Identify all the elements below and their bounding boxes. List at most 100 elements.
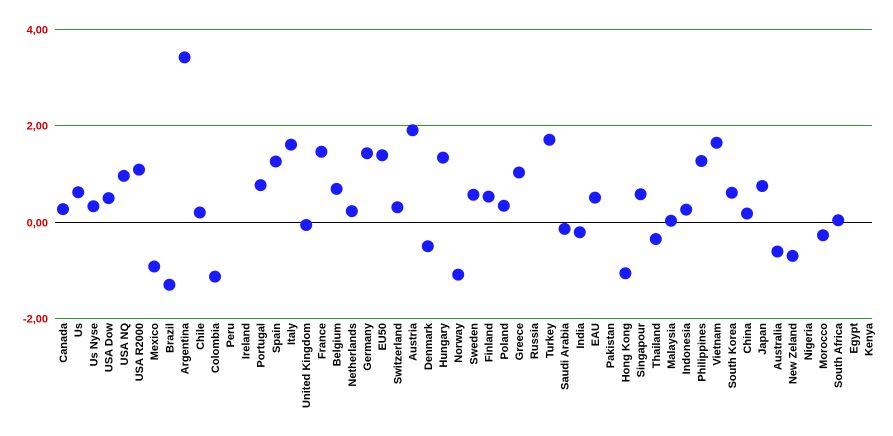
x-tick-label: South Africa — [833, 322, 845, 388]
x-tick-label: Nigeria — [803, 322, 815, 360]
x-tick-label: Portugal — [256, 323, 268, 368]
data-point — [482, 190, 495, 203]
data-point — [330, 182, 343, 195]
x-tick-label: Austria — [408, 322, 420, 361]
data-point — [725, 186, 738, 199]
data-point — [391, 201, 404, 214]
data-point — [437, 151, 449, 164]
grid-lines — [55, 29, 872, 319]
x-tick-label: Hungary — [438, 322, 450, 368]
data-point — [589, 191, 601, 204]
x-tick-label: Germany — [362, 322, 374, 371]
data-points — [57, 51, 845, 291]
data-point — [634, 188, 647, 201]
data-point — [573, 226, 586, 239]
x-tick-label: Argentina — [180, 322, 192, 374]
x-tick-label: Greece — [514, 323, 526, 360]
data-point — [254, 179, 267, 192]
x-tick-label: Italy — [286, 322, 298, 345]
data-point — [209, 270, 221, 283]
data-point — [695, 155, 708, 167]
data-point — [133, 163, 145, 176]
x-tick-label: Denmark — [423, 322, 435, 370]
data-point — [497, 199, 510, 212]
y-tick-label: 2,00 — [27, 121, 48, 133]
data-point — [665, 214, 677, 227]
x-tick-label: Mexico — [149, 323, 161, 361]
x-tick-label: Pakistan — [605, 323, 617, 369]
x-tick-label: USA Dow — [104, 323, 116, 373]
data-point — [57, 203, 69, 216]
data-point — [771, 245, 784, 258]
y-tick-label: -2,00 — [23, 314, 48, 326]
x-tick-label: Chile — [195, 323, 207, 350]
x-tick-label: EU50 — [377, 323, 389, 351]
data-point — [756, 180, 769, 192]
data-point — [452, 268, 465, 281]
x-tick-label: Belgium — [332, 323, 344, 367]
x-tick-label: USA R2000 — [134, 323, 146, 381]
data-point — [513, 166, 525, 179]
x-tick-label: Hong Kong — [620, 323, 632, 382]
x-tick-label: Turkey — [544, 322, 556, 358]
data-point — [148, 260, 161, 273]
x-tick-label: Brazil — [164, 323, 176, 353]
data-point — [817, 229, 829, 242]
data-point — [269, 155, 282, 168]
data-point — [786, 249, 799, 262]
data-point — [178, 51, 191, 64]
x-tick-label: Indonesia — [681, 322, 693, 374]
x-tick-label: Poland — [499, 323, 511, 360]
x-tick-label: Sweden — [468, 323, 480, 365]
data-point — [741, 207, 753, 220]
x-tick-label: Malaysia — [666, 322, 678, 369]
x-tick-label: Us Nyse — [88, 323, 100, 366]
x-tick-label: Spain — [271, 323, 283, 353]
x-tick-label: Japan — [757, 323, 769, 355]
data-point — [832, 214, 845, 227]
x-tick-label: China — [742, 322, 754, 353]
data-point — [361, 147, 373, 160]
x-tick-label: India — [575, 322, 587, 349]
data-point — [87, 200, 100, 213]
x-tick-label: Morocco — [818, 323, 830, 369]
data-point — [421, 240, 434, 253]
data-point — [543, 133, 556, 146]
y-tick-label: 4,00 — [27, 25, 48, 37]
data-point — [117, 169, 130, 182]
x-tick-label: EAU — [590, 323, 602, 346]
data-point — [619, 267, 632, 280]
data-point — [315, 145, 328, 158]
data-point — [300, 219, 313, 231]
x-tick-label: Norway — [453, 322, 465, 363]
x-tick-label: South Korea — [727, 322, 739, 388]
data-point — [285, 138, 297, 151]
x-tick-label: Finland — [484, 323, 496, 362]
data-point — [467, 188, 480, 201]
x-tick-label: Canada — [58, 322, 70, 363]
data-point — [72, 186, 85, 199]
data-point — [102, 192, 115, 205]
x-tick-label: Australia — [772, 322, 784, 370]
x-tick-label: Thailand — [651, 323, 663, 368]
data-point — [193, 206, 206, 219]
x-tick-label: Netherlands — [347, 323, 359, 387]
x-tick-label: France — [316, 323, 328, 359]
x-tick-label: Egypt — [848, 323, 860, 354]
data-point — [558, 222, 571, 235]
y-axis-tick-labels: -2,00 0,00 2,00 4,00 — [23, 25, 48, 326]
x-tick-label: Switzerland — [392, 323, 404, 384]
x-tick-label: Colombia — [210, 322, 222, 373]
data-point — [710, 136, 723, 149]
x-tick-label: Philippines — [696, 323, 708, 382]
x-tick-label: Russia — [529, 322, 541, 359]
x-tick-label: Singapour — [636, 322, 648, 377]
data-point — [376, 149, 389, 162]
x-tick-label: Saudi Arabia — [560, 322, 572, 390]
data-point — [345, 205, 358, 218]
data-point — [406, 124, 419, 137]
data-point — [680, 203, 693, 216]
x-tick-label: Ireland — [240, 323, 252, 359]
x-axis-tick-labels: Canada Us Us Nyse USA Dow USA NQ USA R2000 Mex… — [58, 322, 876, 408]
